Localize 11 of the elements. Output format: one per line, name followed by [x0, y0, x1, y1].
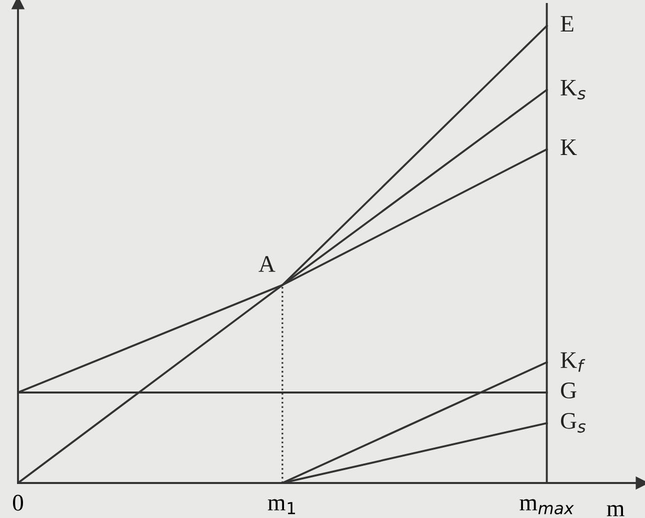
series-label: K$_{f}$ — [560, 352, 586, 372]
series-label: E — [560, 16, 574, 32]
x-tick-label: m$_{1}$ — [268, 499, 295, 514]
x-axis-title: m — [606, 505, 624, 516]
series-label: G — [561, 382, 576, 398]
x-tick-label: m$_{max}$ — [520, 499, 574, 514]
x-tick-label: 0 — [12, 494, 24, 511]
series-label: K — [560, 140, 577, 155]
annotation: A — [258, 256, 276, 272]
series-label: K$_{s}$ — [560, 80, 586, 100]
series-label: G$_{s}$ — [561, 412, 586, 433]
